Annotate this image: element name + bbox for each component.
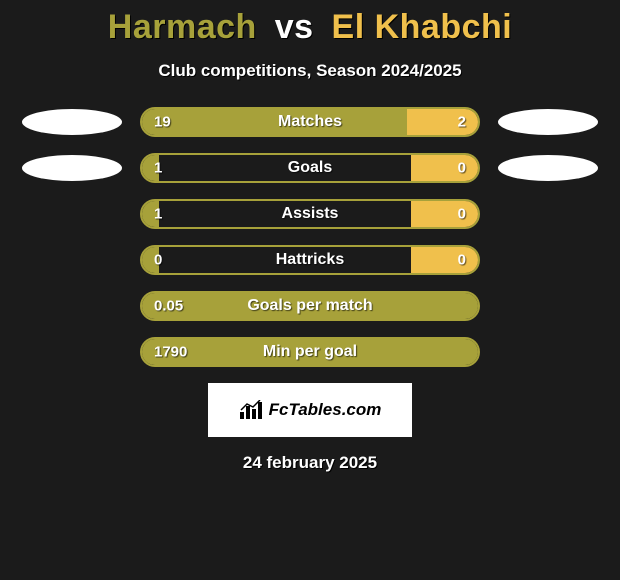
stat-row: 10Assists [0, 199, 620, 229]
stat-bar: 00Hattricks [140, 245, 480, 275]
comparison-infographic: Harmach vs El Khabchi Club competitions,… [0, 0, 620, 473]
stat-row: 00Hattricks [0, 245, 620, 275]
ellipse-icon [22, 109, 122, 135]
ellipse-icon [498, 109, 598, 135]
team-logo-left [20, 109, 124, 135]
team-logo-right [496, 109, 600, 135]
stat-bar: 0.05Goals per match [140, 291, 480, 321]
subtitle: Club competitions, Season 2024/2025 [0, 61, 620, 81]
player2-name: El Khabchi [332, 8, 513, 46]
stat-label: Goals per match [142, 297, 478, 315]
stat-label: Assists [142, 205, 478, 223]
stat-label: Matches [142, 113, 478, 131]
stat-label: Min per goal [142, 343, 478, 361]
stat-row: 10Goals [0, 153, 620, 183]
stat-label: Hattricks [142, 251, 478, 269]
attribution-text: FcTables.com [269, 400, 382, 420]
stat-bar: 10Goals [140, 153, 480, 183]
stat-row: 192Matches [0, 107, 620, 137]
attribution-badge: FcTables.com [208, 383, 412, 437]
ellipse-icon [498, 155, 598, 181]
title: Harmach vs El Khabchi [0, 8, 620, 47]
team-logo-right [496, 155, 600, 181]
vs-word: vs [275, 8, 314, 46]
stat-row: 0.05Goals per match [0, 291, 620, 321]
stat-label: Goals [142, 159, 478, 177]
stat-row: 1790Min per goal [0, 337, 620, 367]
team-logo-left [20, 155, 124, 181]
stats-list: 192Matches 10Goals 10Assists 00Hattricks 0.0… [0, 107, 620, 367]
ellipse-icon [22, 155, 122, 181]
chart-icon [239, 400, 263, 420]
stat-bar: 1790Min per goal [140, 337, 480, 367]
stat-bar: 10Assists [140, 199, 480, 229]
date-text: 24 february 2025 [0, 453, 620, 473]
player1-name: Harmach [108, 8, 257, 46]
stat-bar: 192Matches [140, 107, 480, 137]
